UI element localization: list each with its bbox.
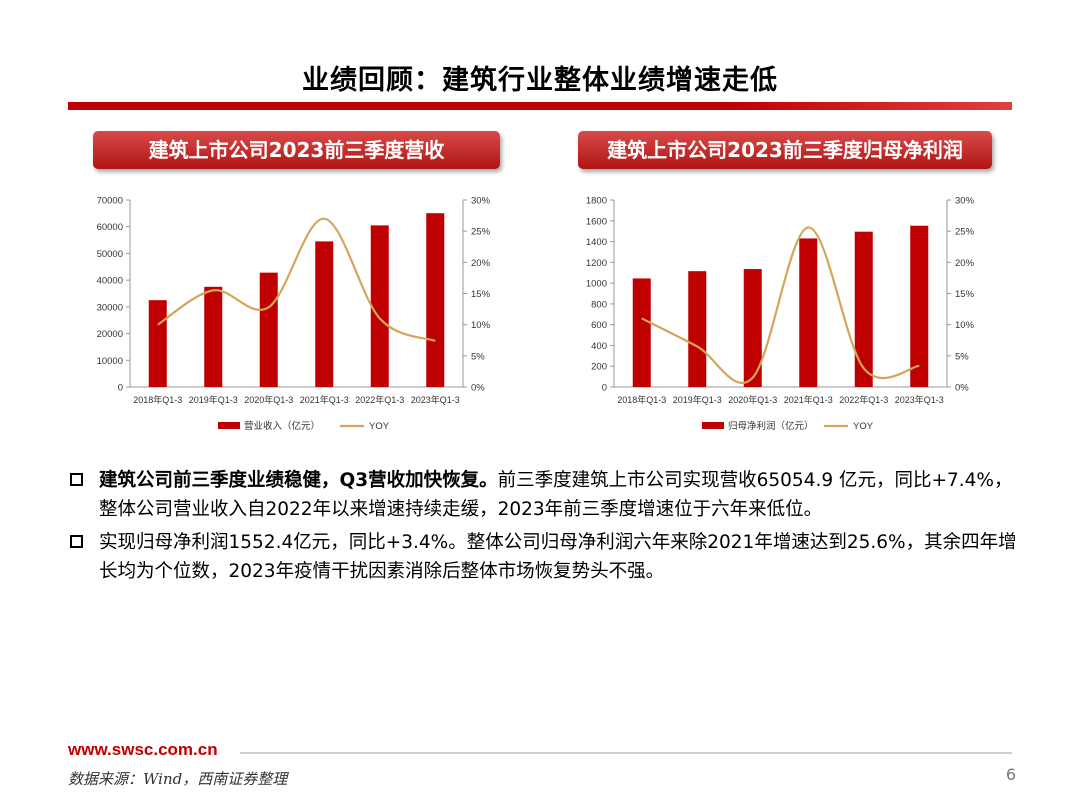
bar [910, 225, 929, 387]
title-divider [68, 102, 1012, 110]
y-tick-label: 70000 [97, 196, 123, 207]
y-tick-label: 600 [591, 320, 607, 331]
y-tick-label: 1400 [586, 237, 607, 248]
x-tick-label: 2022年Q1-3 [839, 394, 888, 405]
bar [315, 241, 334, 387]
y-tick-label: 1000 [586, 279, 607, 290]
bar [854, 231, 873, 387]
bullet-list: 建筑公司前三季度业绩稳健，Q3营收加快恢复。前三季度建筑上市公司实现营收6505… [68, 466, 1028, 590]
y-tick-label: 0 [118, 383, 123, 394]
y-tick-label: 0 [602, 383, 607, 394]
bullet-item: 建筑公司前三季度业绩稳健，Q3营收加快恢复。前三季度建筑上市公司实现营收6505… [68, 466, 1028, 524]
bar [799, 238, 818, 387]
x-tick-label: 2021年Q1-3 [784, 394, 833, 405]
x-tick-label: 2021年Q1-3 [300, 394, 349, 405]
y-tick-label: 50000 [97, 249, 123, 260]
y-tick-label: 20000 [97, 329, 123, 340]
legend-bar-swatch [218, 422, 240, 429]
y-tick-label: 800 [591, 299, 607, 310]
bar [632, 278, 651, 387]
y2-tick-label: 20% [955, 258, 975, 269]
bullet-text: 实现归母净利润1552.4亿元，同比+3.4%。整体公司归母净利润六年来除202… [99, 532, 1017, 582]
data-source: 数据来源：Wind，西南证券整理 [68, 770, 288, 788]
legend-bar-swatch [702, 422, 724, 429]
y2-tick-label: 25% [471, 227, 491, 238]
y2-tick-label: 30% [471, 196, 491, 207]
bar [426, 213, 445, 387]
legend-label-line: YOY [853, 421, 874, 432]
y2-tick-label: 15% [471, 289, 491, 300]
x-tick-label: 2018年Q1-3 [133, 394, 182, 405]
y-tick-label: 40000 [97, 276, 123, 287]
y-tick-label: 1800 [586, 196, 607, 207]
bullet-item: 实现归母净利润1552.4亿元，同比+3.4%。整体公司归母净利润六年来除202… [68, 528, 1028, 586]
y-tick-label: 200 [591, 362, 607, 373]
footer-divider [240, 752, 1012, 754]
x-tick-label: 2023年Q1-3 [411, 394, 460, 405]
x-tick-label: 2019年Q1-3 [189, 394, 238, 405]
y2-tick-label: 10% [955, 320, 975, 331]
bar [688, 271, 707, 387]
y-tick-label: 30000 [97, 302, 123, 313]
yoy-line [641, 226, 920, 385]
x-tick-label: 2023年Q1-3 [895, 394, 944, 405]
chart-banner-net-profit: 建筑上市公司2023前三季度归母净利润 [578, 131, 992, 169]
bar [259, 272, 278, 387]
y2-tick-label: 25% [955, 227, 975, 238]
bar [370, 225, 389, 387]
bar [204, 286, 223, 387]
y2-tick-label: 0% [471, 383, 485, 394]
page-title: 业绩回顾：建筑行业整体业绩增速走低 [302, 65, 778, 96]
legend-label-bar: 归母净利润（亿元） [728, 420, 814, 432]
bullet-text: 前三季度建筑上市公司实现营收65054.9 亿元，同比+7.4%，整体公司营业收… [99, 470, 1013, 520]
y2-tick-label: 5% [955, 351, 969, 362]
y-tick-label: 1200 [586, 258, 607, 269]
bar [743, 269, 762, 387]
x-tick-label: 2020年Q1-3 [244, 394, 293, 405]
checkbox-square-icon [70, 473, 83, 486]
legend-label-line: YOY [369, 421, 390, 432]
x-tick-label: 2020年Q1-3 [728, 394, 777, 405]
y-tick-label: 60000 [97, 222, 123, 233]
x-tick-label: 2018年Q1-3 [617, 394, 666, 405]
yoy-line [157, 217, 436, 342]
net-profit-chart: 0 200 400 600 800 1000 1200 1400 1600 1800 0% 5% 10%… [586, 196, 975, 433]
footer-url[interactable]: www.swsc.com.cn [68, 740, 218, 759]
y2-tick-label: 30% [955, 196, 975, 207]
revenue-chart: 0 10000 20000 30000 40000 50000 60000 70000 0% 5%… [97, 196, 491, 433]
x-tick-label: 2022年Q1-3 [355, 394, 404, 405]
legend-label-bar: 营业收入（亿元） [244, 420, 320, 432]
y-tick-label: 1600 [586, 216, 607, 227]
bar [148, 300, 167, 387]
y2-tick-label: 0% [955, 383, 969, 394]
y-tick-label: 400 [591, 341, 607, 352]
page-number: 6 [1005, 765, 1016, 784]
y-tick-label: 10000 [97, 356, 123, 367]
chart-banner-revenue: 建筑上市公司2023前三季度营收 [93, 131, 500, 169]
bullet-lead: 建筑公司前三季度业绩稳健，Q3营收加快恢复。 [99, 470, 498, 491]
y2-tick-label: 15% [955, 289, 975, 300]
x-tick-label: 2019年Q1-3 [673, 394, 722, 405]
y2-tick-label: 20% [471, 258, 491, 269]
checkbox-square-icon [70, 535, 83, 548]
y2-tick-label: 5% [471, 351, 485, 362]
y2-tick-label: 10% [471, 320, 491, 331]
